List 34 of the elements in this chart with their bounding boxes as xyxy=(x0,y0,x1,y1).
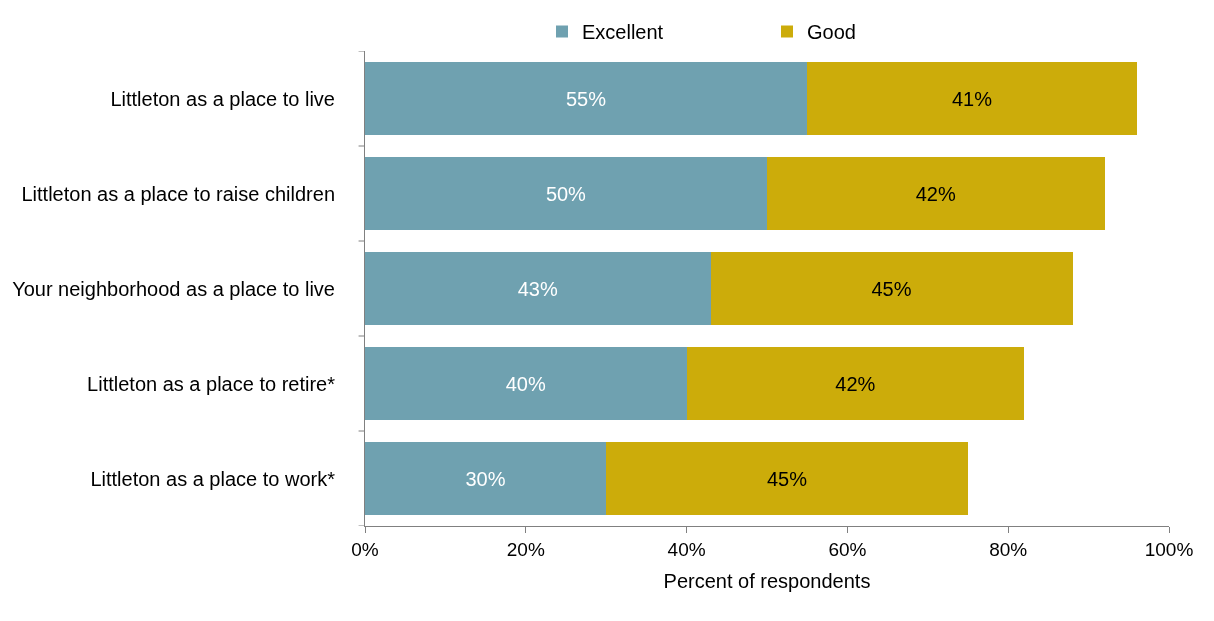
data-label: 43% xyxy=(517,277,558,300)
bar xyxy=(365,62,808,135)
data-label: 45% xyxy=(766,467,808,490)
bar xyxy=(710,252,1073,325)
data-label: 55% xyxy=(565,87,607,110)
y-tick-label: Your neighborhood as a place to live xyxy=(12,277,335,300)
data-label: 30% xyxy=(465,467,506,490)
data-label: 50% xyxy=(545,182,587,205)
y-tick-label: Littleton as a place to work* xyxy=(90,467,336,490)
data-label: 41% xyxy=(951,87,993,110)
bar xyxy=(365,252,711,325)
y-tick-label: Littleton as a place to raise children xyxy=(21,182,335,205)
x-tick-label: 20% xyxy=(506,538,545,560)
bar xyxy=(365,157,767,230)
x-tick-label: 40% xyxy=(667,538,706,560)
y-tick-label: Littleton as a place to retire* xyxy=(87,372,336,395)
bar xyxy=(807,62,1137,135)
data-label: 42% xyxy=(835,372,876,395)
data-label: 45% xyxy=(871,277,912,300)
data-label: 40% xyxy=(505,372,546,395)
legend-label: Good xyxy=(807,21,856,44)
bar xyxy=(365,442,607,515)
legend-label: Excellent xyxy=(582,21,664,44)
y-tick-label: Littleton as a place to live xyxy=(110,87,335,110)
bar xyxy=(686,347,1025,420)
bar xyxy=(365,347,687,420)
bar xyxy=(767,157,1105,230)
x-axis-title: Percent of respondents xyxy=(663,570,871,593)
x-tick-label: 100% xyxy=(1144,538,1194,560)
x-tick-label: 0% xyxy=(351,538,379,560)
x-tick-label: 60% xyxy=(828,538,867,560)
data-label: 42% xyxy=(915,182,956,205)
x-tick-label: 80% xyxy=(989,538,1028,560)
bar xyxy=(606,442,968,515)
